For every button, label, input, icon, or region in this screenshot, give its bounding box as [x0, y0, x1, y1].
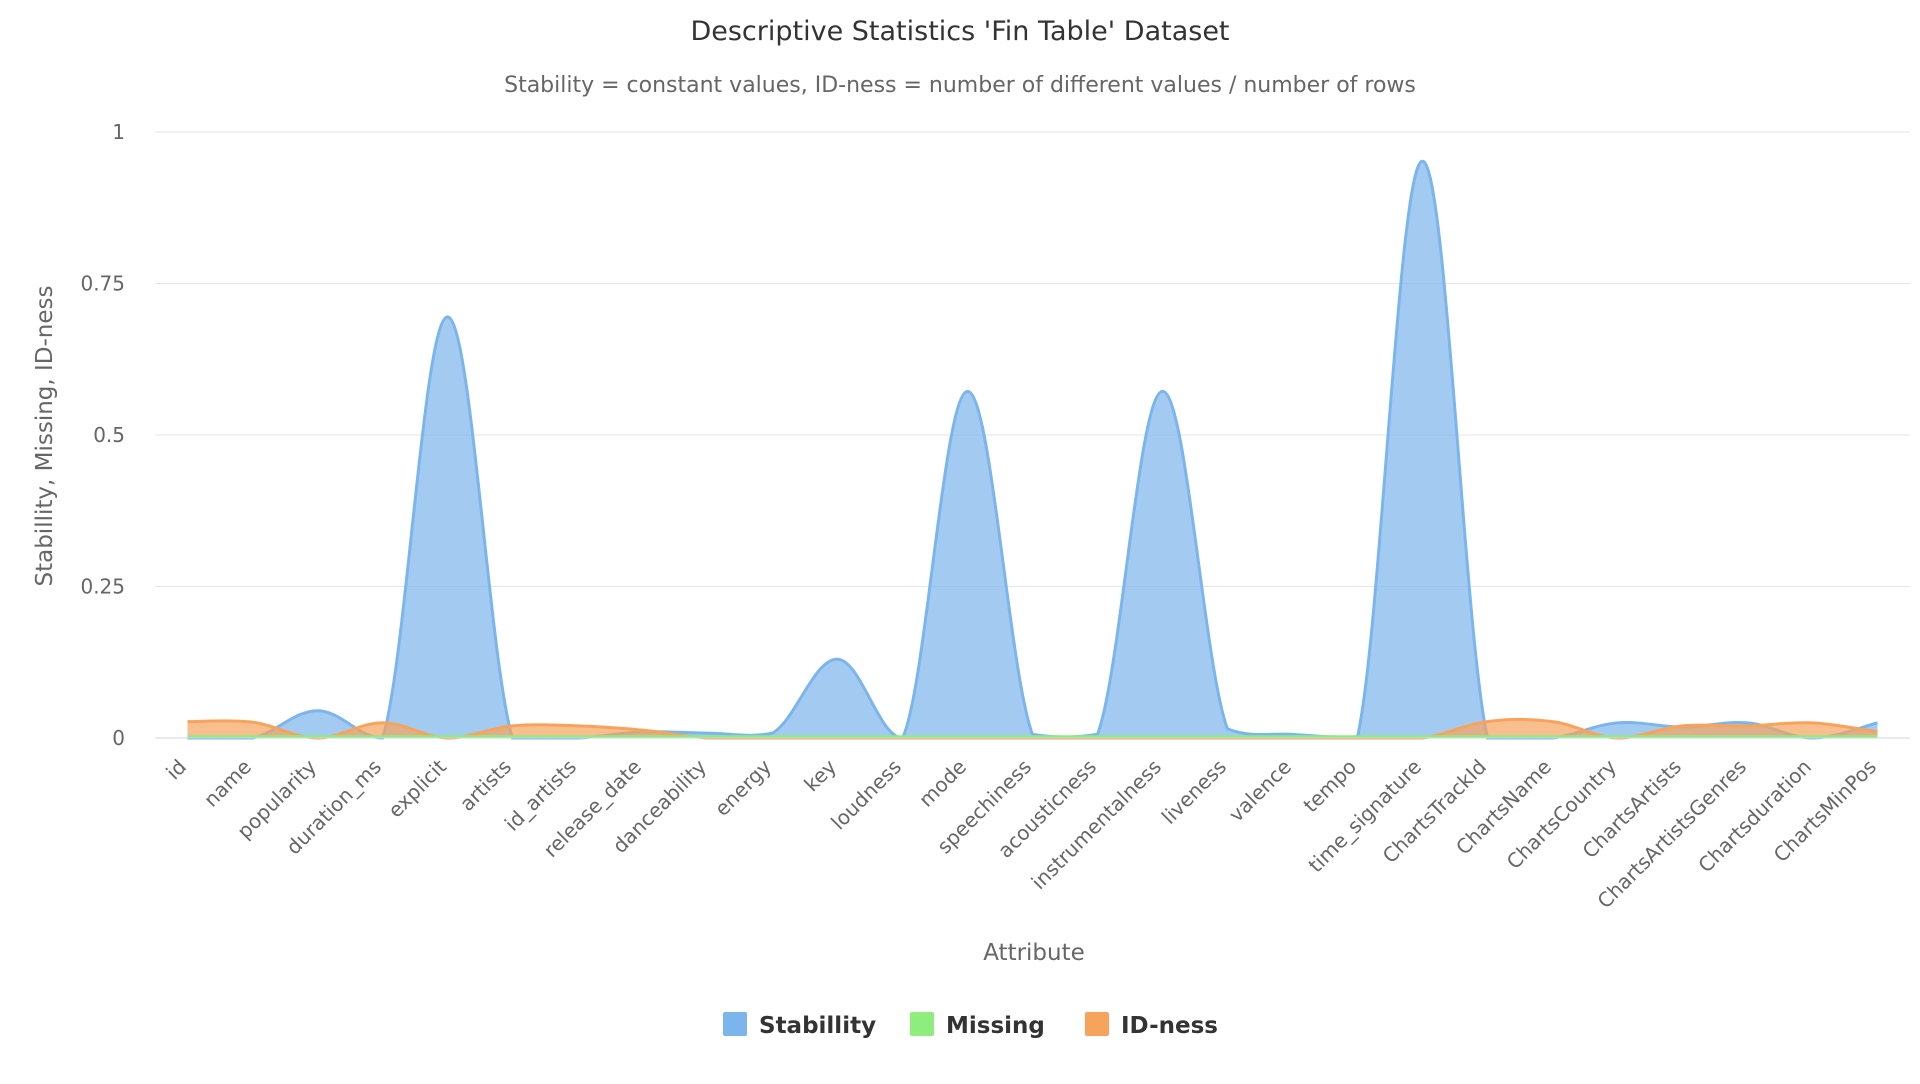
x-tick-label: artists	[455, 755, 516, 816]
legend-label: Stabillity	[759, 1013, 876, 1039]
y-tick-label: 0.5	[93, 423, 125, 447]
x-tick-label: valence	[1224, 755, 1296, 827]
y-tick-label: 1	[112, 120, 125, 144]
x-tick-label: tempo	[1298, 755, 1361, 818]
legend-swatch	[910, 1012, 934, 1036]
legend: Stabillity Missing ID-ness	[723, 1012, 1218, 1039]
x-axis-title: Attribute	[983, 940, 1085, 966]
legend-label: Missing	[946, 1013, 1045, 1039]
y-axis-title: Stabillity, Missing, ID-ness	[32, 286, 58, 587]
x-tick-label: id	[161, 755, 191, 785]
legend-item[interactable]: Stabillity	[723, 1012, 876, 1039]
x-tick-label: liveness	[1157, 755, 1231, 829]
y-tick-label: 0.25	[80, 575, 125, 599]
legend-swatch	[1085, 1012, 1109, 1036]
x-tick-label: Chartsduration	[1693, 755, 1816, 878]
series-layer	[187, 161, 1877, 738]
series-stabillity	[187, 161, 1877, 738]
legend-label: ID-ness	[1121, 1013, 1218, 1039]
x-tick-label: explicit	[383, 754, 451, 822]
chart-subtitle: Stability = constant values, ID-ness = n…	[504, 73, 1416, 98]
series-area	[188, 161, 1878, 738]
x-tick-label: energy	[710, 754, 776, 820]
x-tick-label: mode	[914, 755, 971, 812]
y-tick-label: 0.75	[80, 272, 125, 296]
legend-item[interactable]: ID-ness	[1085, 1012, 1218, 1039]
legend-swatch	[723, 1012, 747, 1036]
x-tick-label: loudness	[826, 755, 906, 835]
y-tick-label: 0	[112, 726, 125, 750]
legend-item[interactable]: Missing	[910, 1012, 1045, 1039]
x-tick-label: ChartsCountry	[1502, 754, 1621, 873]
chart-title: Descriptive Statistics 'Fin Table' Datas…	[690, 16, 1229, 47]
x-tick-label: name	[199, 755, 256, 812]
x-tick-label: time_signature	[1303, 755, 1426, 878]
x-tick-label: key	[799, 754, 841, 796]
